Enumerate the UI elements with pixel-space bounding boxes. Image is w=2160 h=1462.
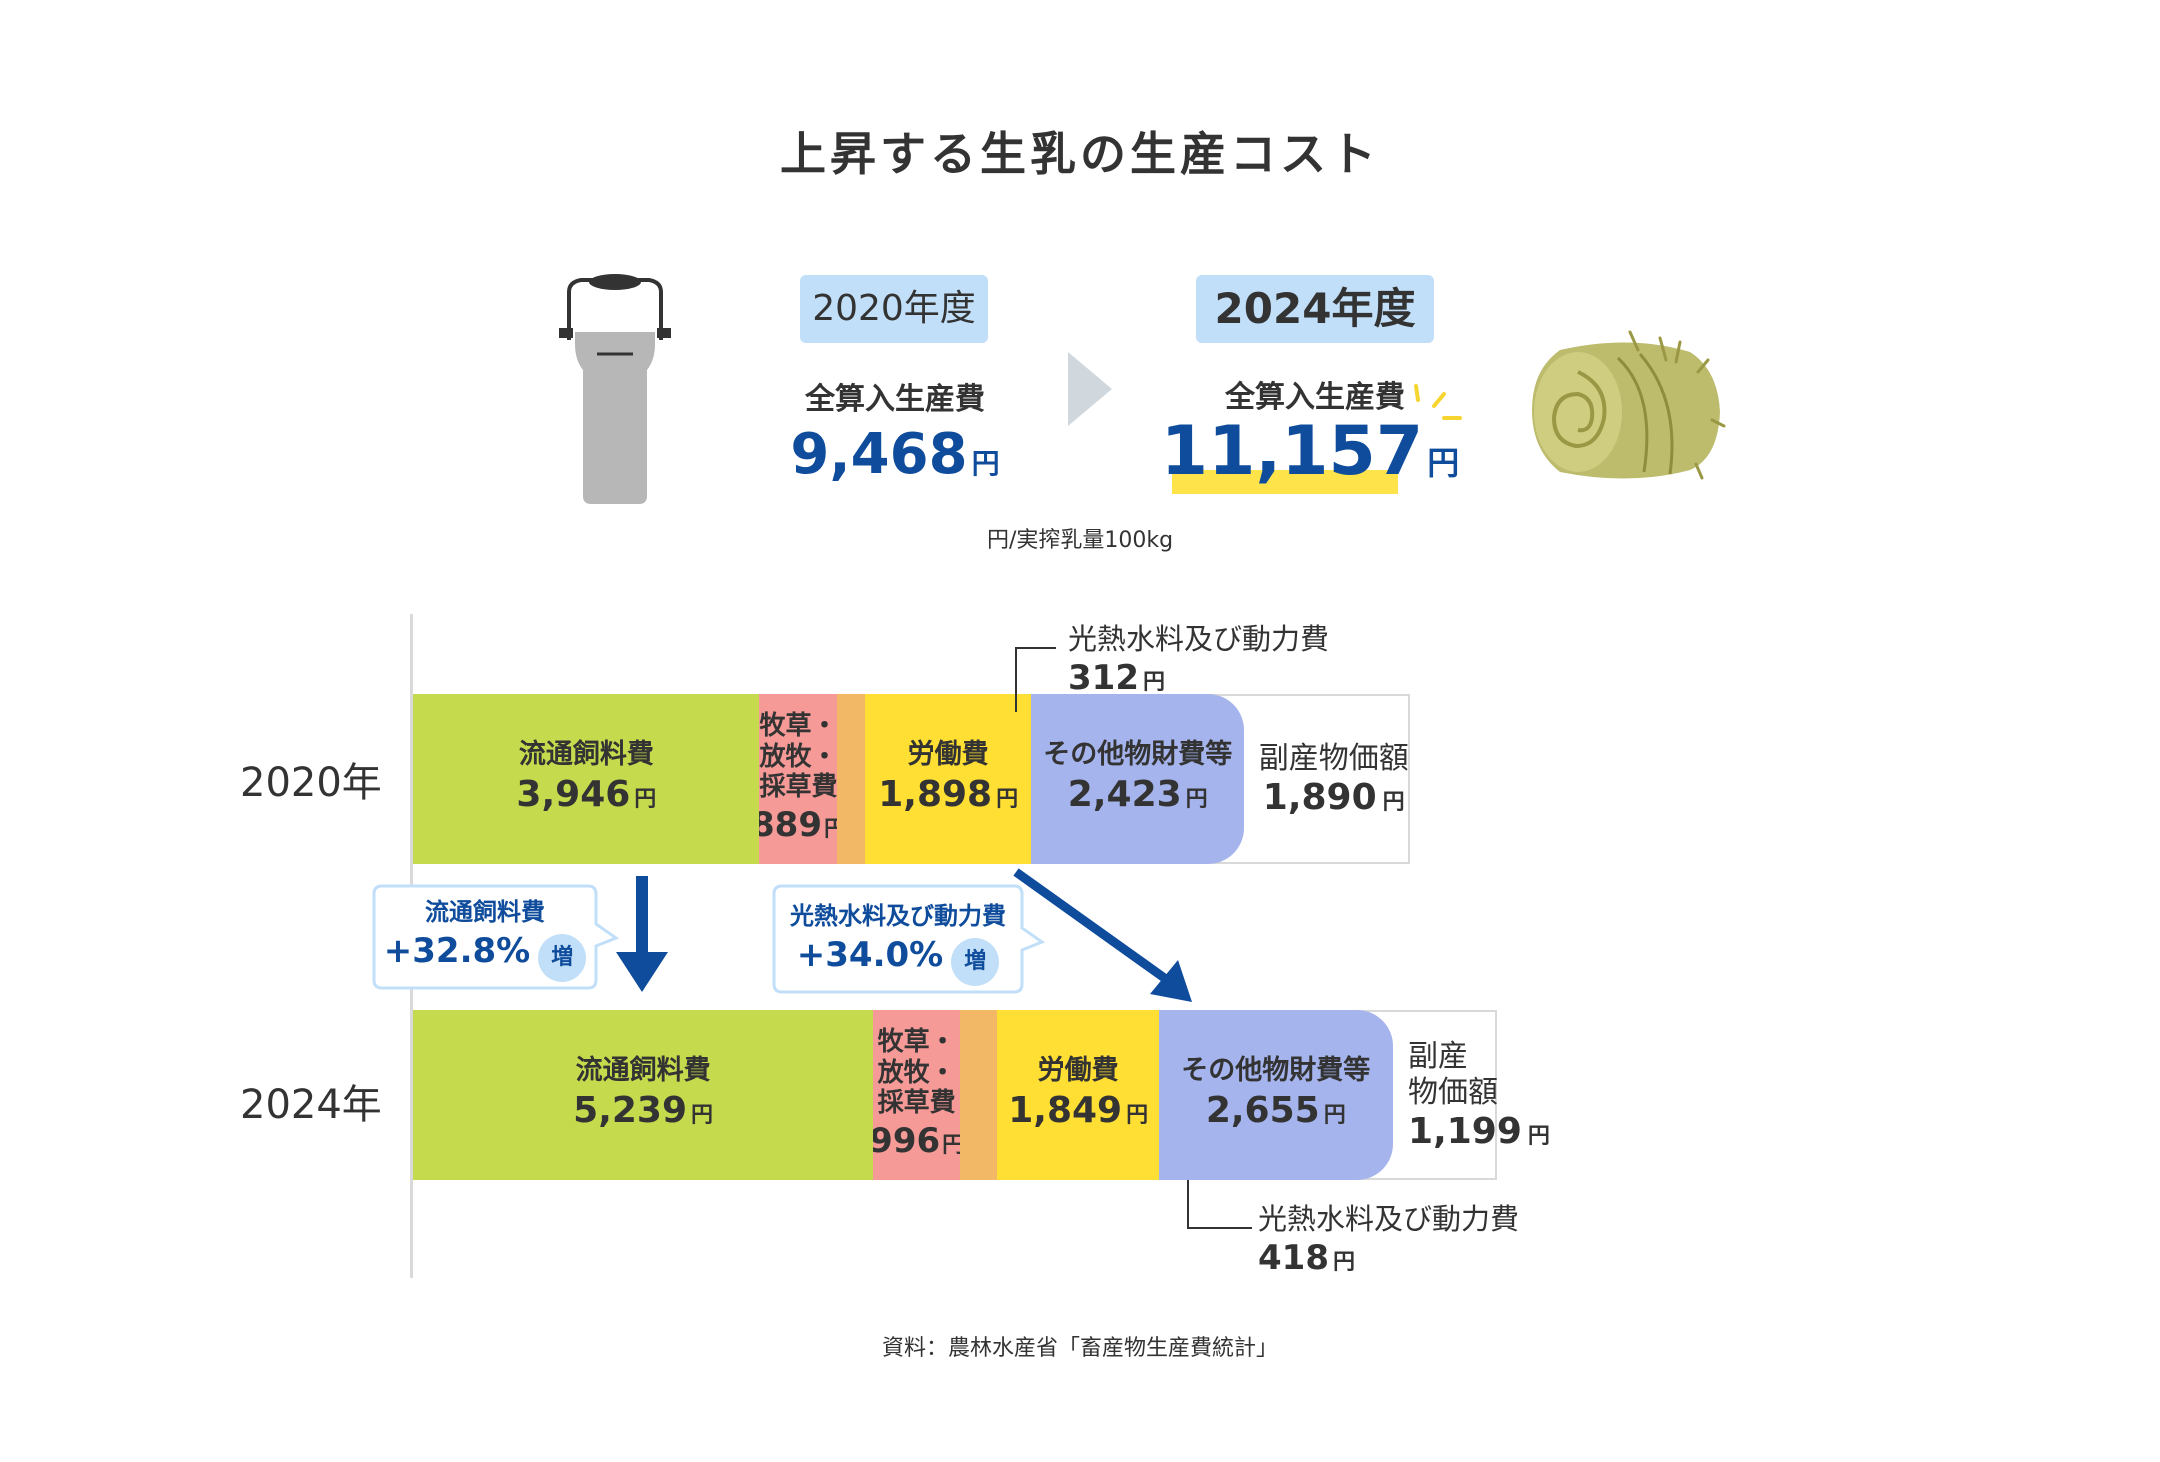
hay-bale-icon [1532,330,1726,480]
segment-label: 労働費 [907,739,989,771]
byproduct-value: 1,890 円 [1262,776,1405,818]
year-tag-2020: 2020年度 [800,275,988,343]
segment-label: 労働費 [1037,1055,1119,1087]
row-label-2024: 2024年 [240,1082,382,1128]
bar-segment-feed: 流通飼料費 3,946 円 [413,694,760,864]
total-cost-2024: 11,157 円 [1160,412,1460,491]
bar-segment-other: その他物財費等 2,655 円 [1159,1010,1393,1180]
year-tag-2024: 2024年度 [1196,275,1434,343]
increase-badge: 増 [951,937,1000,986]
bar-segment-utilities [960,1010,998,1180]
segment-value: 2,423 円 [1067,773,1208,815]
bar-segment-pasture: 牧草・ 放牧・ 採草費 996円 [872,1010,961,1180]
segment-label: その他物財費等 [1181,1055,1371,1087]
byproduct-box: 副産 物価額 1,199 円 [1352,1010,1550,1180]
down-arrow-icon [616,876,668,992]
segment-label: 牧草・ 放牧・ 採草費 [759,710,838,803]
chart-title: 上昇する生乳の生産コスト [780,127,1380,181]
diagonal-arrow-icon [1013,868,1192,1002]
segment-value: 1,849 円 [1008,1089,1149,1131]
total-cost-2020: 9,468 円 [790,422,1000,487]
utilities-callout-2020: 光熱水料及び動力費 312 円 [1068,622,1330,698]
bar-segment-feed: 流通飼料費 5,239 円 [413,1010,874,1180]
segment-label: 流通飼料費 [518,739,654,771]
milk-can-icon [559,274,671,504]
feed-increase-bubble: 流通飼料費 +32.8% 増 [374,892,596,982]
segment-value: 3,946 円 [516,773,657,815]
increase-badge: 増 [538,933,587,982]
segment-value: 1,898 円 [878,773,1019,815]
bar-segment-pasture: 牧草・ 放牧・ 採草費 889円 [759,694,838,864]
segment-label: 牧草・ 放牧・ 採草費 [877,1026,956,1119]
bar-segment-other: その他物財費等 2,423 円 [1031,694,1245,864]
bar-segment-utilities [837,694,866,864]
segment-label: 流通飼料費 [575,1055,711,1087]
chevron-right-icon [1068,352,1112,426]
total-cost-label-2020: 全算入生産費 [805,382,985,417]
byproduct-label: 副産 物価額 [1408,1038,1499,1110]
highlight-underline [1172,470,1398,494]
bar-segment-labor: 労働費 1,849 円 [996,1010,1160,1180]
segment-value: 889円 [759,804,838,845]
byproduct-box: 副産物価額 1,890 円 [1203,694,1410,864]
bar-segment-labor: 労働費 1,898 円 [864,694,1032,864]
byproduct-value: 1,199 円 [1408,1110,1550,1152]
source-note: 資料：農林水産省「畜産物生産費統計」 [881,1336,1278,1361]
total-cost-label-2024: 全算入生産費 [1225,380,1405,415]
segment-value: 2,655 円 [1205,1089,1346,1131]
utilities-leader-2020 [1015,647,1056,712]
sparkle-icon [1414,384,1462,420]
unit-note: 円/実搾乳量100kg [986,528,1174,553]
segment-label: その他物財費等 [1043,739,1233,771]
row-label-2020: 2020年 [240,760,382,806]
byproduct-label: 副産物価額 [1258,740,1409,776]
utilities-increase-bubble: 光熱水料及び動力費 +34.0% 増 [774,896,1022,986]
utilities-callout-2024: 光熱水料及び動力費 418 円 [1258,1202,1520,1278]
segment-value: 5,239 円 [573,1089,714,1131]
utilities-leader-2024 [1187,1176,1252,1229]
segment-value: 996円 [872,1120,961,1161]
